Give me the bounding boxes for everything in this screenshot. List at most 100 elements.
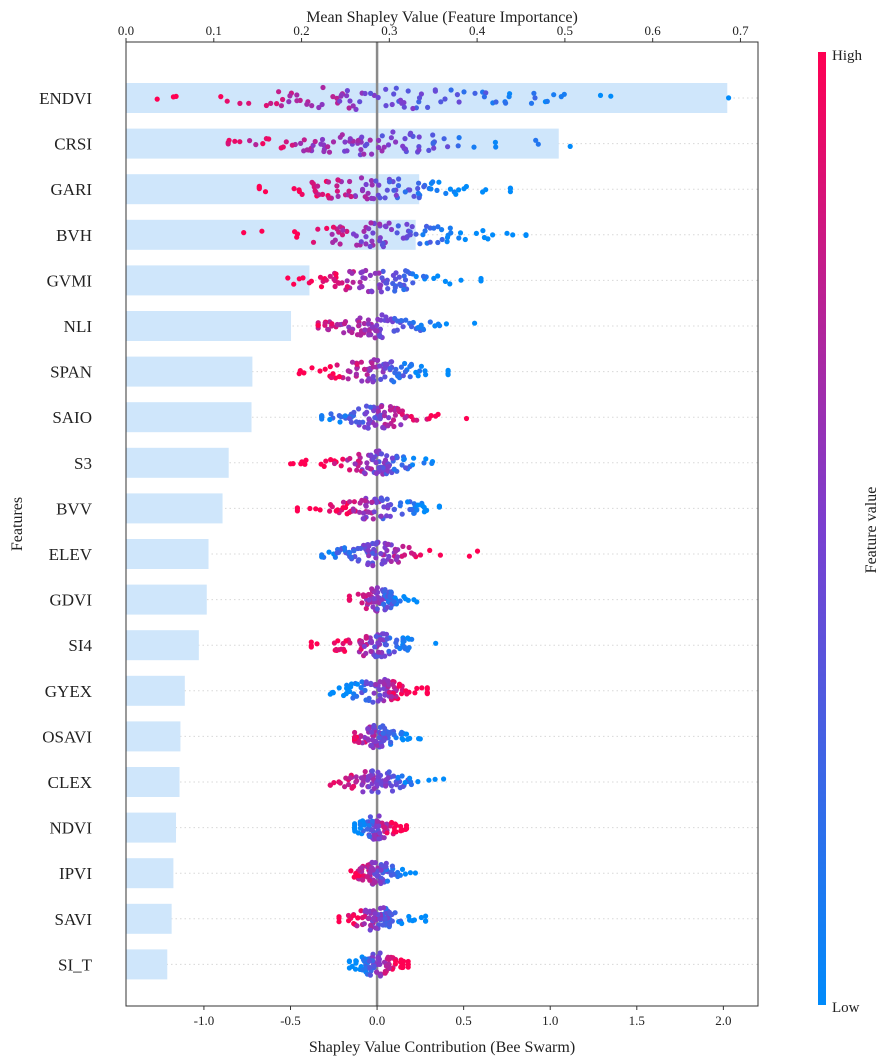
- feature-label-si_t: SI_T: [58, 955, 93, 974]
- swarm-dot-nli: [392, 315, 398, 322]
- swarm-dot-savi: [423, 913, 429, 919]
- swarm-dot-bvh: [310, 239, 317, 245]
- swarm-dot-bvh: [504, 230, 510, 236]
- swarm-dot-gdvi: [361, 593, 367, 600]
- swarm-dot-bvv: [356, 509, 363, 515]
- swarm-dot-clex: [415, 779, 421, 785]
- swarm-dot-s3: [356, 451, 362, 457]
- importance-bar-span: [126, 356, 253, 387]
- swarm-dot-elev: [356, 557, 362, 563]
- swarm-dot-nli: [408, 324, 415, 330]
- swarm-dot-clex: [371, 786, 377, 792]
- swarm-dot-nli: [374, 322, 380, 328]
- feature-label-elev: ELEV: [49, 545, 93, 564]
- swarm-dot-bvh: [456, 235, 462, 241]
- swarm-dot-saio: [433, 413, 439, 419]
- swarm-dot-ipvi: [412, 870, 418, 876]
- swarm-dot-crsi: [445, 144, 451, 150]
- swarm-dot-crsi: [310, 142, 316, 148]
- swarm-dot-si4: [375, 640, 381, 646]
- swarm-dot-gyex: [371, 690, 377, 696]
- swarm-dot-saio: [319, 413, 325, 419]
- swarm-dot-endvi: [268, 100, 274, 106]
- swarm-dot-s3: [373, 470, 379, 476]
- swarm-dot-nli: [361, 320, 367, 327]
- swarm-dot-s3: [347, 455, 353, 462]
- swarm-dot-saio: [372, 415, 378, 421]
- swarm-dot-nli: [437, 323, 443, 329]
- swarm-dot-si4: [363, 650, 369, 657]
- swarm-dot-saio: [386, 415, 392, 421]
- swarm-dot-span: [378, 376, 384, 382]
- swarm-dot-gari: [360, 186, 366, 192]
- swarm-dot-span: [369, 360, 375, 366]
- swarm-dot-bvv: [414, 507, 420, 513]
- importance-bar-gdvi: [126, 584, 207, 615]
- swarm-dot-endvi: [532, 95, 538, 101]
- swarm-dot-saio: [356, 406, 362, 412]
- swarm-dot-osavi: [376, 734, 382, 741]
- swarm-dot-gyex: [354, 693, 360, 699]
- swarm-dot-bvh: [523, 232, 529, 238]
- swarm-dot-gvmi: [350, 279, 356, 285]
- swarm-dot-gari: [507, 186, 513, 192]
- swarm-dot-savi: [372, 911, 378, 917]
- swarm-dot-endvi: [551, 92, 557, 98]
- swarm-dot-endvi: [401, 104, 407, 110]
- swarm-dot-gari: [365, 190, 371, 196]
- swarm-dot-osavi: [388, 739, 394, 745]
- swarm-dot-si4: [401, 638, 407, 644]
- feature-label-gdvi: GDVI: [50, 591, 93, 610]
- bottom-tick-label: 0.5: [456, 1013, 472, 1028]
- swarm-dot-s3: [376, 465, 382, 471]
- bottom-axis-label: Shapley Value Contribution (Bee Swarm): [309, 1039, 575, 1056]
- feature-label-bvh: BVH: [56, 226, 92, 245]
- swarm-dot-crsi: [358, 147, 364, 153]
- importance-bar-clex: [126, 767, 180, 797]
- swarm-dot-clex: [385, 775, 391, 781]
- swarm-dot-span: [345, 368, 351, 374]
- swarm-dot-elev: [386, 553, 392, 560]
- top-tick-label: 0.6: [645, 23, 662, 38]
- swarm-dot-span: [375, 357, 381, 363]
- swarm-dot-elev: [417, 552, 424, 558]
- swarm-dot-s3: [299, 459, 305, 465]
- feature-label-gvmi: GVMI: [47, 271, 93, 290]
- swarm-dot-gvmi: [317, 274, 324, 280]
- swarm-dot-span: [334, 362, 340, 368]
- feature-labels: ENDVI CRSI GARI BVH GVMI NLI SPAN SAIO S3 BVV ELEV…: [39, 89, 93, 974]
- swarm-dot-gyex: [347, 688, 353, 695]
- bottom-tick-label: 1.5: [629, 1013, 645, 1028]
- swarm-dot-gyex: [414, 685, 420, 692]
- swarm-dot-gari: [334, 183, 340, 189]
- swarm-dot-si4: [343, 638, 349, 644]
- swarm-dot-endvi: [154, 96, 160, 102]
- swarm-dot-gvmi: [435, 273, 441, 279]
- feature-label-gari: GARI: [50, 180, 92, 199]
- swarm-dot-savi: [381, 905, 387, 911]
- swarm-dot-endvi: [561, 91, 567, 97]
- swarm-dot-endvi: [528, 100, 535, 106]
- swarm-dot-crsi: [321, 148, 327, 155]
- swarm-dot-span: [336, 374, 342, 380]
- swarm-dot-si4: [347, 640, 353, 646]
- swarm-dot-bvh: [377, 238, 383, 244]
- feature-label-endvi: ENDVI: [39, 89, 92, 108]
- swarm-dot-saio: [367, 404, 374, 410]
- swarm-dot-si_t: [346, 965, 352, 971]
- swarm-dot-osavi: [379, 743, 385, 749]
- swarm-dot-saio: [375, 408, 381, 415]
- swarm-dot-span: [296, 371, 302, 377]
- swarm-dot-ipvi: [399, 866, 406, 873]
- importance-bar-gvmi: [126, 265, 310, 296]
- swarm-dot-s3: [421, 460, 427, 466]
- swarm-dot-span: [361, 366, 368, 372]
- swarm-dot-nli: [379, 312, 385, 318]
- swarm-dot-elev: [346, 550, 353, 556]
- swarm-dot-bvh: [427, 239, 433, 245]
- swarm-dot-gari: [407, 187, 413, 193]
- swarm-dot-span: [382, 361, 388, 367]
- swarm-dot-span: [359, 378, 365, 384]
- swarm-dot-ipvi: [369, 865, 375, 871]
- swarm-dot-elev: [400, 543, 406, 550]
